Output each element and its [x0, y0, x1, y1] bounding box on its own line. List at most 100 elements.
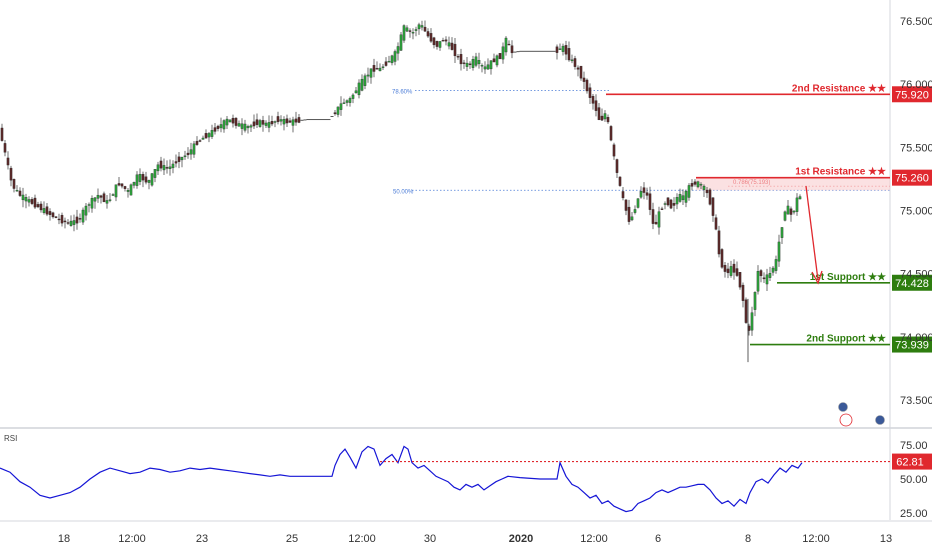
candle: [168, 166, 172, 170]
candle: [429, 33, 433, 42]
time-tick-label: 12:00: [348, 533, 376, 545]
candle: [624, 199, 628, 211]
candle: [435, 40, 439, 47]
time-tick-label: 13: [880, 533, 892, 545]
forecast-arrow-head: [811, 270, 823, 285]
candle: [390, 55, 394, 64]
candle: [681, 195, 685, 201]
candle: [150, 173, 154, 186]
candle: [90, 198, 94, 209]
event-icon[interactable]: [839, 413, 853, 427]
price-tick-label: 74.000: [900, 332, 932, 344]
candle: [12, 178, 16, 189]
candle: [606, 117, 610, 123]
candle: [417, 24, 421, 30]
candle: [723, 264, 727, 272]
candle: [159, 160, 163, 169]
candle: [789, 208, 793, 215]
candle: [183, 155, 187, 158]
time-tick-label: 25: [286, 533, 298, 545]
time-tick-label: 8: [745, 533, 751, 545]
candle: [117, 183, 121, 186]
candle: [27, 199, 31, 203]
candle: [123, 186, 127, 189]
candle: [378, 67, 382, 72]
candle: [363, 75, 367, 86]
candle: [759, 270, 763, 277]
candle: [138, 174, 142, 182]
candle: [207, 133, 211, 138]
candle: [102, 193, 106, 203]
flag-icon[interactable]: [875, 415, 885, 425]
candle: [273, 121, 277, 123]
candle: [282, 119, 286, 125]
candle: [618, 176, 622, 186]
candle: [276, 116, 280, 123]
event-icons[interactable]: [838, 402, 885, 427]
candle: [132, 182, 136, 186]
candle: [246, 126, 250, 129]
candle: [501, 46, 505, 60]
candle: [798, 196, 802, 200]
candle: [714, 217, 718, 230]
time-tick-label: 12:00: [802, 533, 830, 545]
candle: [162, 165, 166, 171]
candle: [768, 273, 772, 278]
fib-label: 78.60%: [392, 89, 413, 95]
candle: [492, 58, 496, 63]
candle: [192, 143, 196, 155]
candle: [687, 185, 691, 198]
candle: [291, 119, 295, 126]
candle: [498, 53, 502, 60]
rsi-current-value: 62.81: [892, 453, 932, 470]
price-tick-label: 73.500: [900, 395, 932, 407]
candle: [369, 68, 373, 78]
candle: [357, 82, 361, 96]
time-tick-label: 12:00: [580, 533, 608, 545]
candle: [705, 189, 709, 194]
candle: [468, 63, 472, 65]
candle: [399, 34, 403, 51]
candle: [243, 123, 247, 131]
price-tick-label: 76.000: [900, 79, 932, 91]
candle: [111, 194, 115, 196]
candle: [351, 94, 355, 99]
price-tick-label: 75.500: [900, 142, 932, 154]
candle: [750, 312, 754, 331]
level-name: 1st Resistance ★★: [795, 167, 886, 178]
candle: [279, 119, 283, 122]
candle: [42, 208, 46, 214]
candle: [441, 40, 445, 42]
candle: [576, 67, 580, 70]
candle: [702, 185, 706, 190]
candle: [264, 122, 268, 126]
time-axis: 18 12:00 23 25 12:00 30 2020 12:00 6 8 12:00 13: [0, 520, 932, 545]
rsi-tick-label: 50.00: [900, 474, 928, 486]
candle: [795, 197, 799, 212]
candle: [510, 45, 514, 54]
fib-label: 50.00%: [393, 189, 414, 195]
candle: [204, 133, 208, 139]
level-value-label: 75.260: [895, 173, 929, 185]
price-tick-label: 76.500: [900, 16, 932, 28]
candle: [225, 118, 229, 126]
candle: [240, 123, 244, 129]
rsi-line: [0, 445, 803, 513]
candle: [51, 212, 55, 218]
candle: [63, 220, 67, 223]
candle: [105, 200, 109, 204]
rsi-value-badge: [892, 453, 932, 470]
candle: [402, 25, 406, 41]
candle: [219, 124, 223, 129]
candle: [690, 183, 694, 187]
flag-icon[interactable]: [838, 402, 848, 412]
candle: [594, 100, 598, 111]
candle: [258, 120, 262, 127]
candle: [732, 263, 736, 273]
candle: [453, 43, 457, 57]
candle: [405, 27, 409, 32]
candle: [579, 65, 583, 79]
candle: [396, 46, 400, 54]
candle: [171, 163, 175, 169]
